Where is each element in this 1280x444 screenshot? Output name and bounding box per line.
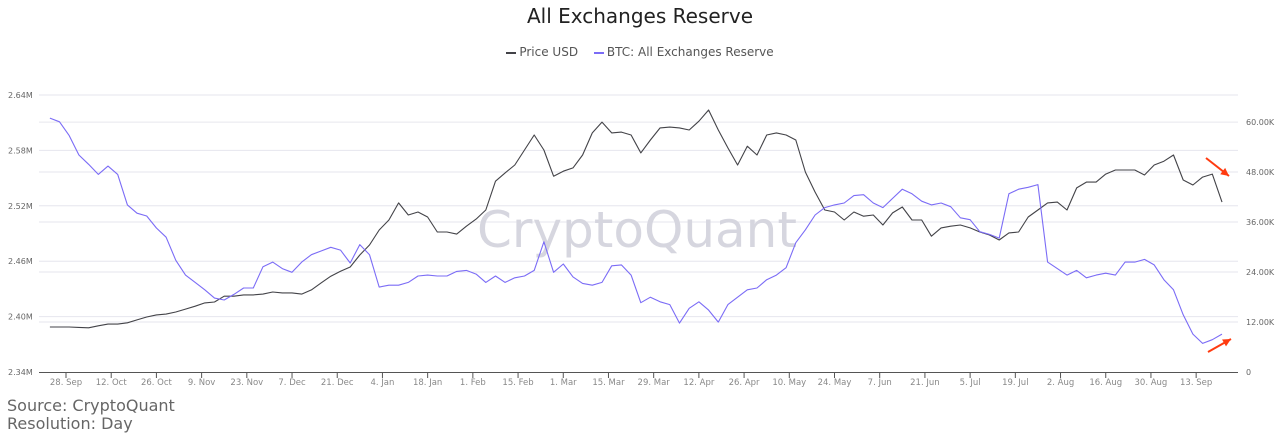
series-line-price-usd <box>49 109 1223 329</box>
legend-item-reserve[interactable]: BTC: All Exchanges Reserve <box>593 45 774 59</box>
right-axis-tick-label: 48.00K <box>1246 168 1275 177</box>
x-axis-tick-label: 5. Jul <box>960 378 981 388</box>
x-axis-tick-label: 26. Apr <box>729 378 760 388</box>
watermark: CryptoQuant <box>477 201 797 259</box>
x-axis-tick-label: 30. Aug <box>1135 378 1168 388</box>
x-axis-tick-label: 9. Nov <box>188 378 215 388</box>
x-axis-tick-label: 7. Jun <box>868 378 892 388</box>
footer: Source: CryptoQuant Resolution: Day <box>7 397 175 433</box>
x-axis-tick-label: 21. Jun <box>910 378 940 388</box>
x-axis-tick-label: 10. May <box>772 378 806 388</box>
x-axis-tick-label: 12. Oct <box>96 378 128 388</box>
right-axis-tick-label: 24.00K <box>1246 268 1275 277</box>
x-axis-tick-label: 18. Jan <box>413 378 442 388</box>
x-axis-tick-label: 26. Oct <box>141 378 173 388</box>
arrow-head <box>1222 339 1231 347</box>
x-axis-tick-label: 23. Nov <box>230 378 263 388</box>
resolution-text: Resolution: Day <box>7 414 133 433</box>
right-axis-tick-label: 60.00K <box>1246 118 1275 127</box>
x-axis-tick-label: 13. Sep <box>1180 378 1212 388</box>
legend-swatch-reserve <box>593 51 604 54</box>
left-axis-tick-label: 2.34M <box>8 368 33 377</box>
legend-label-reserve: BTC: All Exchanges Reserve <box>606 45 774 59</box>
left-axis-tick-label: 2.52M <box>8 202 33 211</box>
left-axis-tick-label: 2.58M <box>8 146 33 155</box>
arrow-icon-price-down <box>1205 157 1230 177</box>
legend-item-price[interactable]: Price USD <box>506 45 578 59</box>
legend-swatch-price <box>506 51 517 54</box>
x-axis-tick-label: 19. Jul <box>1002 378 1028 388</box>
arrow-icon-reserve-up <box>1207 338 1232 353</box>
x-axis-tick-label: 29. Mar <box>638 378 671 388</box>
right-axis-tick-label: 12.00K <box>1246 318 1275 327</box>
x-axis-tick-label: 16. Aug <box>1089 378 1122 388</box>
x-axis-tick-label: 15. Mar <box>592 378 625 388</box>
x-axis-tick-label: 2. Aug <box>1047 378 1074 388</box>
x-axis-tick-label: 15. Feb <box>502 378 533 388</box>
x-axis-tick-label: 24. May <box>818 378 852 388</box>
left-axis-tick-label: 2.40M <box>8 313 33 322</box>
legend: Price USD BTC: All Exchanges Reserve <box>0 45 1280 59</box>
x-axis-tick-label: 1. Mar <box>550 378 577 388</box>
right-axis-tick-label: 0 <box>1246 368 1251 377</box>
left-axis-tick-label: 2.64M <box>8 91 33 100</box>
left-axis-tick-label: 2.46M <box>8 257 33 266</box>
x-axis-tick-label: 4. Jan <box>370 378 394 388</box>
x-axis-tick-label: 1. Feb <box>460 378 486 388</box>
right-axis-tick-label: 36.00K <box>1246 218 1275 227</box>
chart-title: All Exchanges Reserve <box>526 4 754 28</box>
x-axis-tick-label: 21. Dec <box>321 378 354 388</box>
x-axis-tick-label: 7. Dec <box>278 378 306 388</box>
legend-label-price: Price USD <box>519 45 579 59</box>
x-axis-tick-label: 28. Sep <box>50 378 82 388</box>
x-axis-tick-label: 12. Apr <box>683 378 714 388</box>
series-line-exchange-reserve <box>49 117 1223 344</box>
source-text: Source: CryptoQuant <box>7 396 175 415</box>
arrow-head <box>1220 167 1229 176</box>
